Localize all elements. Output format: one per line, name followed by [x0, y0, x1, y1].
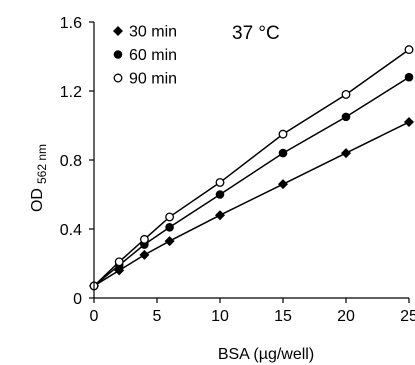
y-axis-label: OD	[29, 188, 46, 212]
y-tick-label: 0.8	[60, 153, 82, 170]
x-tick-label: 5	[153, 308, 162, 325]
data-point-30-min	[341, 148, 351, 159]
x-tick-label: 25	[400, 308, 415, 325]
y-tick-label: 0	[73, 291, 82, 308]
legend-label: 30 min	[129, 24, 177, 41]
legend-label: 60 min	[129, 47, 177, 64]
data-point-30-min	[164, 236, 175, 247]
plot-markers	[89, 45, 414, 291]
data-point-30-min	[139, 249, 150, 260]
legend-marker	[113, 26, 123, 36]
data-point-60-min	[215, 190, 225, 199]
legend-marker	[113, 50, 123, 59]
legend-label: 90 min	[129, 71, 177, 88]
data-point-90-min	[114, 257, 124, 267]
legend: 30 min 60 min 90 min	[113, 24, 177, 88]
data-point-30-min	[278, 179, 288, 190]
svg-text:OD562 nm: OD 562 nm	[29, 144, 49, 212]
temperature-annotation: 37 °C	[232, 23, 280, 44]
data-point-90-min	[404, 45, 414, 55]
data-point-30-min	[215, 210, 225, 221]
y-axis-label-subscript: 562 nm	[35, 144, 49, 184]
x-tick-label: 15	[274, 308, 292, 325]
y-tick-label: 0.4	[60, 222, 82, 239]
x-ticks: 0 5 10 15 20 25	[90, 298, 415, 325]
data-point-60-min	[278, 148, 288, 158]
y-axis-label-group: OD 562 nm	[29, 144, 49, 212]
data-point-90-min	[165, 212, 175, 222]
data-point-90-min	[278, 129, 288, 139]
data-point-60-min	[341, 112, 351, 122]
legend-marker	[113, 73, 123, 83]
y-ticks: 0 0.4 0.8 1.2 1.6	[60, 15, 94, 308]
data-point-90-min	[215, 177, 225, 187]
data-point-60-min	[165, 222, 174, 232]
y-tick-label: 1.6	[60, 15, 82, 32]
x-axis-label: BSA (µg/well)	[218, 346, 314, 363]
data-point-90-min	[139, 234, 149, 244]
x-tick-label: 0	[90, 308, 99, 325]
series-line-90-min	[93, 48, 410, 287]
data-point-30-min	[404, 117, 414, 128]
series-line-30-min	[93, 121, 410, 287]
y-tick-label: 1.2	[60, 84, 82, 101]
x-tick-label: 20	[337, 308, 355, 325]
data-point-90-min	[341, 89, 351, 99]
data-point-60-min	[404, 72, 414, 82]
x-tick-label: 10	[211, 308, 229, 325]
